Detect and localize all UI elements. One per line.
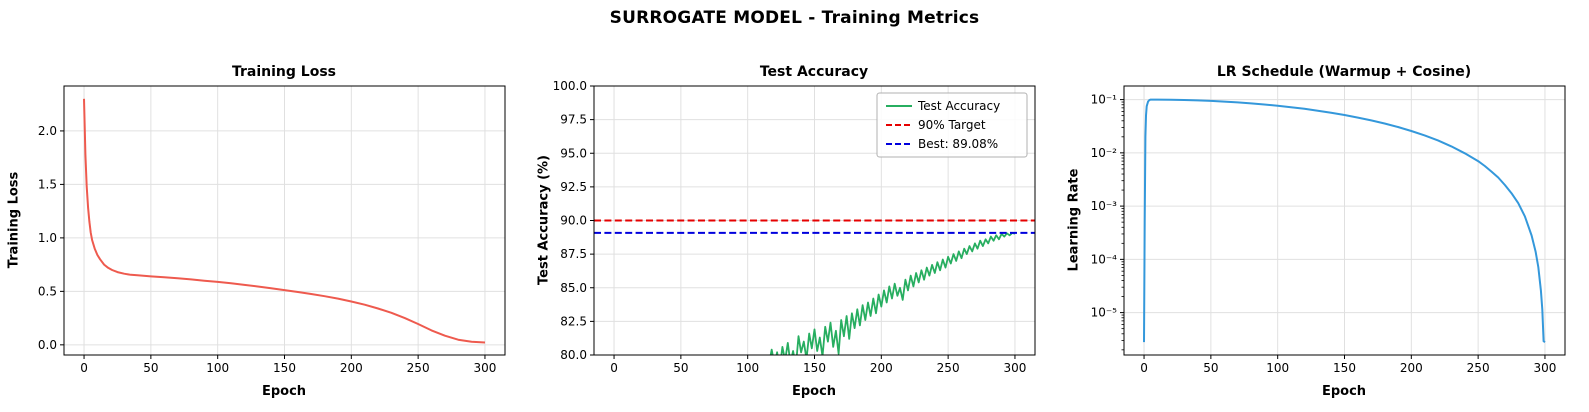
y-tick-label: 100.0 — [553, 79, 587, 93]
legend-label: Test Accuracy — [917, 99, 1000, 113]
x-tick-label: 250 — [407, 361, 430, 375]
x-tick-label: 150 — [1333, 361, 1356, 375]
chart-title: LR Schedule (Warmup + Cosine) — [1216, 64, 1472, 80]
x-tick-label: 250 — [937, 361, 960, 375]
x-axis-label: Epoch — [261, 384, 307, 399]
subplot-lr-schedule: 0 50 100 150 200 250 300 10⁻⁵ 10⁻⁴ 10⁻³ 10⁻² 10⁻¹ L… — [1060, 55, 1589, 412]
y-tick-label: 2.0 — [38, 124, 57, 138]
tick-marks — [590, 85, 1016, 359]
x-axis-label: Epoch — [1321, 384, 1367, 399]
y-axis-label: Training Loss — [6, 171, 22, 269]
x-tick-label: 50 — [1203, 361, 1218, 375]
legend: Test Accuracy 90% Target Best: 89.08% — [876, 92, 1028, 158]
y-tick-label: 1.5 — [38, 177, 57, 191]
x-tick-label: 100 — [206, 361, 229, 375]
y-tick-label: 92.5 — [560, 180, 587, 194]
x-tick-label: 0 — [80, 361, 88, 375]
chart-title: Training Loss — [232, 64, 336, 80]
y-tick-label: 87.5 — [560, 247, 587, 261]
y-tick-label: 97.5 — [560, 113, 587, 127]
tick-marks — [1120, 99, 1546, 359]
y-tick-label: 85.0 — [560, 281, 587, 295]
lr-schedule-plot: 0 50 100 150 200 250 300 10⁻⁵ 10⁻⁴ 10⁻³ 10⁻² 10⁻¹ — [1091, 85, 1566, 375]
legend-box — [876, 92, 1028, 158]
tick-labels: 0 50 100 150 200 250 300 10⁻⁵ 10⁻⁴ 10⁻³ 10⁻² 10⁻¹ — [1091, 93, 1557, 375]
x-tick-label: 200 — [870, 361, 893, 375]
x-tick-label: 0 — [1140, 361, 1148, 375]
x-tick-label: 200 — [340, 361, 363, 375]
x-tick-label: 150 — [273, 361, 296, 375]
x-axis-label: Epoch — [791, 384, 837, 399]
test-accuracy-plot: 0 50 100 150 200 250 300 80.0 82.5 85.0 87.5 90.0 92… — [553, 79, 1036, 375]
grid — [64, 86, 505, 355]
x-tick-label: 200 — [1400, 361, 1423, 375]
subplot-test-accuracy: 0 50 100 150 200 250 300 80.0 82.5 85.0 87.5 90.0 92… — [530, 55, 1059, 412]
series-learning-rate — [1143, 98, 1546, 343]
grid — [1124, 86, 1565, 355]
training-loss-plot: 0 50 100 150 200 250 300 0.0 0.5 1.0 1.5 2.0 — [38, 85, 506, 375]
series-training-loss — [83, 98, 486, 344]
series-test-accuracy — [769, 231, 1016, 355]
x-tick-label: 300 — [1004, 361, 1027, 375]
x-tick-label: 100 — [736, 361, 759, 375]
tick-labels: 0 50 100 150 200 250 300 80.0 82.5 85.0 87.5 90.0 92… — [553, 79, 1027, 375]
x-tick-label: 250 — [1467, 361, 1490, 375]
y-tick-label: 95.0 — [560, 146, 587, 160]
y-tick-label: 10⁻² — [1091, 146, 1118, 160]
y-tick-label: 82.5 — [560, 314, 587, 328]
y-axis-label: Learning Rate — [1066, 168, 1082, 272]
y-tick-label: 0.0 — [38, 338, 57, 352]
tick-marks — [60, 130, 486, 359]
chart-title: Test Accuracy — [759, 64, 869, 80]
y-tick-label: 90.0 — [560, 214, 587, 228]
y-axis-label: Test Accuracy (%) — [536, 155, 552, 285]
x-tick-label: 100 — [1266, 361, 1289, 375]
charts-row: 0 50 100 150 200 250 300 0.0 0.5 1.0 1.5 2.0 Traini… — [0, 55, 1589, 412]
x-tick-label: 300 — [474, 361, 497, 375]
legend-label: Best: 89.08% — [918, 137, 998, 151]
y-tick-label: 10⁻¹ — [1091, 93, 1118, 107]
y-tick-label: 10⁻⁵ — [1091, 306, 1118, 320]
y-tick-label: 10⁻⁴ — [1091, 252, 1118, 266]
legend-label: 90% Target — [918, 118, 986, 132]
subplot-training-loss: 0 50 100 150 200 250 300 0.0 0.5 1.0 1.5 2.0 Traini… — [0, 55, 529, 412]
y-tick-label: 0.5 — [38, 284, 57, 298]
x-tick-label: 150 — [803, 361, 826, 375]
x-tick-label: 50 — [673, 361, 688, 375]
figure-title: SURROGATE MODEL - Training Metrics — [609, 8, 980, 28]
y-tick-label: 10⁻³ — [1091, 199, 1118, 213]
x-tick-label: 50 — [143, 361, 158, 375]
tick-labels: 0 50 100 150 200 250 300 0.0 0.5 1.0 1.5 2.0 — [38, 124, 497, 375]
x-tick-label: 300 — [1534, 361, 1557, 375]
y-tick-label: 1.0 — [38, 231, 57, 245]
x-tick-label: 0 — [610, 361, 618, 375]
y-tick-label: 80.0 — [560, 348, 587, 362]
